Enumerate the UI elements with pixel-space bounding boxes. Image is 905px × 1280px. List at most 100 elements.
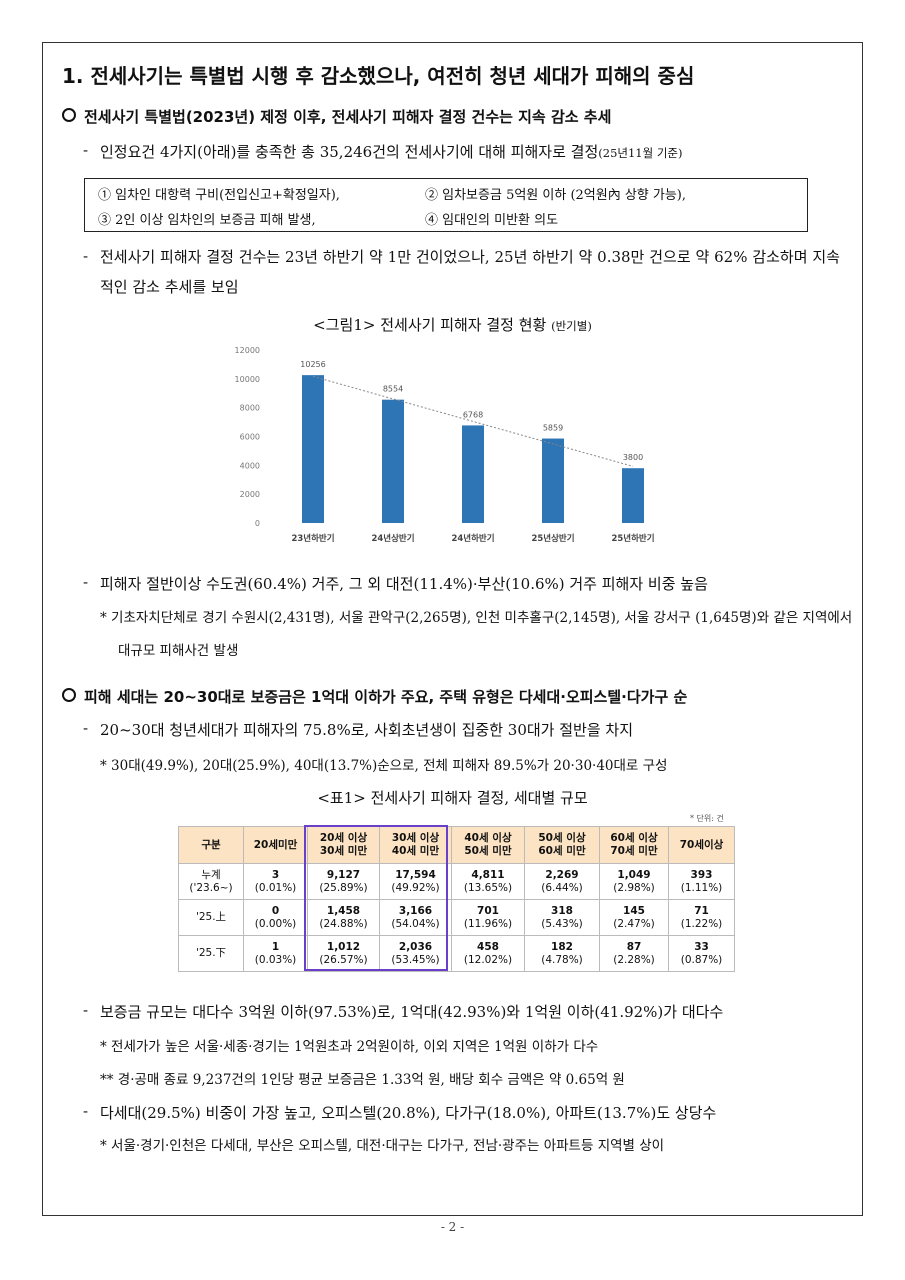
cell-share: (24.88%) bbox=[319, 917, 368, 930]
page-frame bbox=[42, 42, 863, 1216]
item-note: (25년11월 기준) bbox=[598, 146, 683, 160]
cell-count: 0 bbox=[271, 904, 280, 917]
header-cell: 40세 이상 50세 미만 bbox=[451, 826, 525, 864]
cell: 0 (0.00%) bbox=[243, 899, 308, 936]
cell-share: (4.78%) bbox=[541, 953, 583, 966]
cell-share: (0.00%) bbox=[254, 917, 297, 930]
cell-share: (12.02%) bbox=[463, 953, 513, 966]
cell-share: (26.57%) bbox=[319, 953, 368, 966]
table-unit: * 단위: 건 bbox=[690, 814, 724, 823]
item: 보증금 규모는 대다수 3억원 이하(97.53%)로, 1억대(42.93%)… bbox=[100, 1003, 724, 1021]
note: ** 경·공매 종료 9,237건의 1인당 평균 보증금은 1.33억 원, … bbox=[100, 1072, 625, 1088]
header-text: 구분 bbox=[201, 838, 221, 851]
cell-share: (54.04%) bbox=[391, 917, 440, 930]
x-tick-label: 25년하반기 bbox=[611, 533, 654, 544]
cell-count: 17,594 bbox=[395, 868, 436, 881]
trendline bbox=[312, 375, 634, 467]
y-tick-label: 4000 bbox=[240, 461, 260, 470]
item: 인정요건 4가지(아래)를 충족한 총 35,246건의 전세사기에 대해 피해… bbox=[100, 141, 683, 162]
cell-count: 3 bbox=[271, 868, 280, 881]
y-tick-label: 6000 bbox=[240, 433, 260, 442]
row: '25.下 1 (0.03%) 1,012 (26.57%) 2,036 (53.45%) 4… bbox=[178, 935, 735, 972]
cell-count: 1 bbox=[271, 940, 280, 953]
cell: 182 (4.78%) bbox=[524, 935, 600, 972]
value-label: 5859 bbox=[543, 424, 563, 433]
item: 전세사기 피해자 결정 건수는 23년 하반기 약 1만 건이었으나, 25년 … bbox=[100, 248, 840, 296]
cell: 458 (12.02%) bbox=[451, 935, 525, 972]
cell-share: (2.47%) bbox=[613, 917, 655, 930]
cell-count: 4,811 bbox=[471, 868, 505, 881]
table-caption: <표1> 전세사기 피해자 결정, 세대별 규모 bbox=[317, 789, 588, 807]
header-cell: 50세 이상 60세 미만 bbox=[524, 826, 600, 864]
cell: 1 (0.03%) bbox=[243, 935, 308, 972]
cell: 9,127 (25.89%) bbox=[307, 863, 380, 900]
value-label: 8554 bbox=[383, 385, 403, 394]
cell: 2,036 (53.45%) bbox=[379, 935, 452, 972]
note: * 전세가가 높은 서울·세종·경기는 1억원초과 2억원이하, 이외 지역은 … bbox=[100, 1039, 599, 1055]
highlight bbox=[304, 825, 448, 971]
caption-text: <그림1> 전세사기 피해자 결정 현황 bbox=[313, 316, 547, 334]
cell: 1,049 (2.98%) bbox=[599, 863, 669, 900]
cell: 71 (1.22%) bbox=[668, 899, 735, 936]
cell-count: 182 bbox=[551, 940, 573, 953]
cell: 318 (5.43%) bbox=[524, 899, 600, 936]
y-tick-label: 2000 bbox=[240, 490, 260, 499]
header-text: 40세 미만 bbox=[391, 845, 440, 857]
header-cell: 20세미만 bbox=[243, 826, 308, 864]
cell-count: 1,049 bbox=[617, 868, 651, 881]
header-cell: 30세 이상 40세 미만 bbox=[379, 826, 452, 864]
bar bbox=[462, 425, 484, 523]
cell: 701 (11.96%) bbox=[451, 899, 525, 936]
section-title-text: 전세사기 특별법(2023년) 제정 이후, 전세사기 피해자 결정 건수는 지… bbox=[84, 108, 612, 126]
cell-count: 318 bbox=[551, 904, 573, 917]
header-text: 50세 이상 bbox=[538, 832, 586, 844]
value-label: 6768 bbox=[463, 410, 483, 419]
bullet: - bbox=[83, 247, 89, 265]
header-row: 구분 20세미만 20세 이상 30세 미만 30세 이상 40세 미만 40세 이상 50세… bbox=[178, 826, 735, 864]
cell-count: 71 bbox=[694, 904, 709, 917]
criteria: ④ 임대인의 미반환 의도 bbox=[425, 213, 559, 228]
cell: 4,811 (13.65%) bbox=[451, 863, 525, 900]
bullet: - bbox=[83, 719, 89, 737]
note: * 기초자치단체로 경기 수원시(2,431명), 서울 관악구(2,265명)… bbox=[100, 610, 853, 659]
cell-count: 701 bbox=[477, 904, 499, 917]
cell: 87 (2.28%) bbox=[599, 935, 669, 972]
note: * 서울·경기·인천은 다세대, 부산은 오피스텔, 대전·대구는 다가구, 전… bbox=[100, 1138, 665, 1154]
cell-share: (1.11%) bbox=[680, 881, 723, 894]
cell-share: (0.87%) bbox=[680, 953, 723, 966]
header-cell: 60세 이상 70세 미만 bbox=[599, 826, 669, 864]
table: 구분 20세미만 20세 이상 30세 미만 30세 이상 40세 미만 40세 이상 50세… bbox=[178, 826, 735, 972]
cell: 2,269 (6.44%) bbox=[524, 863, 600, 900]
chart: 0 2000 4000 6000 8000 10000 12000 23년하반기 10256 24… bbox=[235, 346, 655, 544]
row-label: '25.下 bbox=[178, 935, 244, 972]
figure-caption: <그림1> 전세사기 피해자 결정 현황 (반기별) bbox=[0, 314, 905, 335]
bar bbox=[542, 438, 564, 523]
cell-share: (1.22%) bbox=[680, 917, 723, 930]
caption-note: (반기별) bbox=[551, 319, 592, 333]
cell-count: 2,269 bbox=[545, 868, 579, 881]
header-text: 30세 미만 bbox=[319, 845, 368, 857]
item: 20~30대 청년세대가 피해자의 75.8%로, 사회초년생이 집중한 30대… bbox=[100, 721, 633, 739]
bar bbox=[382, 399, 404, 523]
bar bbox=[302, 375, 324, 523]
cell-share: (0.01%) bbox=[254, 881, 297, 894]
cell: 393 (1.11%) bbox=[668, 863, 735, 900]
section-title: 전세사기 특별법(2023년) 제정 이후, 전세사기 피해자 결정 건수는 지… bbox=[62, 106, 611, 127]
cell-count: 87 bbox=[626, 940, 642, 953]
y-tick-label: 10000 bbox=[235, 375, 260, 384]
y-tick-label: 0 bbox=[255, 519, 260, 528]
cell-share: (25.89%) bbox=[319, 881, 368, 894]
bullet: - bbox=[83, 1001, 89, 1019]
header-text: 20세미만 bbox=[253, 838, 298, 851]
cell-share: (6.44%) bbox=[541, 881, 583, 894]
header-text: 60세 미만 bbox=[538, 845, 586, 857]
note: * 30대(49.9%), 20대(25.9%), 40대(13.7%)순으로,… bbox=[100, 758, 668, 774]
cell-count: 9,127 bbox=[326, 868, 361, 881]
header-text: 70세이상 bbox=[679, 838, 724, 851]
bullet: - bbox=[83, 573, 89, 591]
cell-share: (53.45%) bbox=[391, 953, 440, 966]
y-tick-label: 8000 bbox=[240, 404, 260, 413]
x-tick-label: 24년상반기 bbox=[371, 533, 414, 544]
header-cell: 구분 bbox=[178, 826, 244, 864]
cell: 17,594 (49.92%) bbox=[379, 863, 452, 900]
